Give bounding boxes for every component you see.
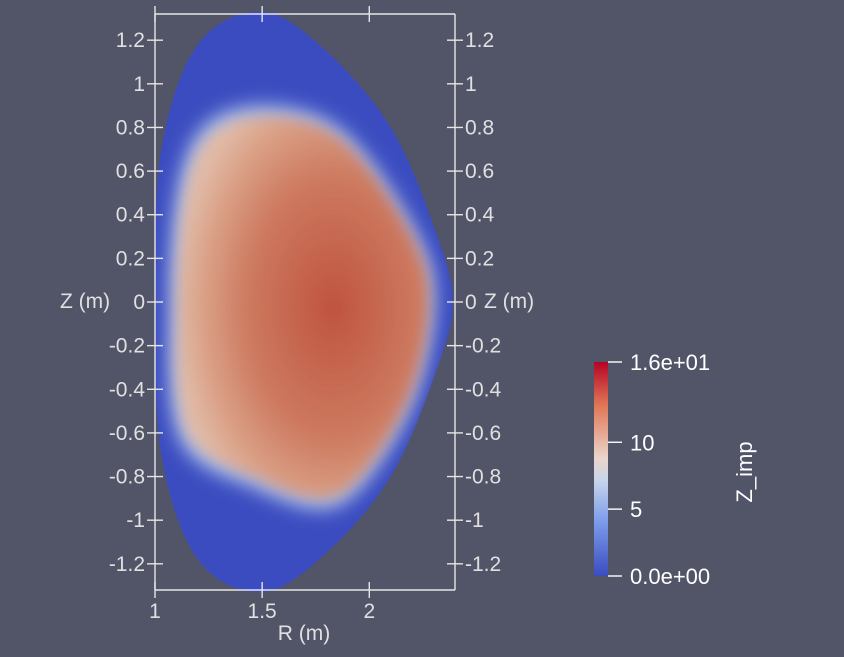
y-tick-label-right: 0.4: [465, 204, 495, 227]
colorbar-ticks: 1.6e+01 10 5 0.0e+00: [608, 350, 710, 589]
y-tick-label-right: -0.4: [465, 378, 502, 401]
plasma-core: [176, 115, 430, 499]
y-tick-label-right: 0.2: [465, 247, 494, 270]
y-tick-label-right: 0.6: [465, 160, 494, 183]
y-tick-label-left: 0.4: [116, 204, 146, 227]
x-tick-label: 1: [149, 600, 161, 623]
x-tick-label: 2: [363, 600, 375, 623]
y-tick-label-right: -1: [465, 509, 484, 532]
y-tick-label-left: -0.4: [109, 378, 146, 401]
y-tick-label-right: -1.2: [465, 553, 501, 576]
x-axis-label: R (m): [278, 622, 330, 645]
y-tick-label-right: -0.2: [465, 335, 501, 358]
y-tick-label-left: -0.8: [109, 466, 145, 489]
axis-ticks: 1 1.5 2 1.2 1.2 1 1 0.8 0.8 0.6 0.6 0.4 0.4 0.2 0.2 0 0 -…: [109, 6, 502, 623]
x-tick-label: 1.5: [248, 600, 277, 623]
y-tick-label-left: -1: [126, 509, 145, 532]
y-tick-label-left: 0: [133, 291, 145, 314]
y-axis-label-right: Z (m): [484, 290, 534, 313]
y-tick-label-left: 1: [133, 73, 145, 96]
y-tick-label-right: 1.2: [465, 29, 494, 52]
y-tick-label-left: -0.2: [109, 335, 145, 358]
colorbar-tick-label: 0.0e+00: [630, 564, 710, 589]
colorbar-title: Z_imp: [732, 441, 757, 502]
y-tick-label-left: 1.2: [116, 29, 145, 52]
y-axis-label-left: Z (m): [60, 290, 110, 313]
colorbar-tick-label: 1.6e+01: [630, 350, 710, 375]
colorbar-ramp: [594, 362, 608, 576]
y-tick-label-right: -0.6: [465, 422, 501, 445]
y-tick-label-left: -0.6: [109, 422, 145, 445]
colorbar-tick-label: 5: [630, 497, 642, 522]
y-tick-label-left: 0.2: [116, 247, 145, 270]
y-tick-label-right: 0.8: [465, 116, 494, 139]
field-layer: [154, 11, 453, 593]
y-tick-label-right: 1: [465, 73, 477, 96]
y-tick-label-left: -1.2: [109, 553, 145, 576]
colorbar-tick-label: 10: [630, 430, 654, 455]
colorbar: 1.6e+01 10 5 0.0e+00 Z_imp: [594, 350, 757, 589]
y-tick-label-left: 0.6: [116, 160, 145, 183]
y-tick-label-right: 0: [465, 291, 477, 314]
y-tick-label-right: -0.8: [465, 466, 501, 489]
y-tick-label-left: 0.8: [116, 116, 145, 139]
